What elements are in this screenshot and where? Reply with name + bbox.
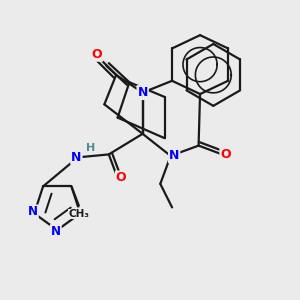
Text: O: O [220,148,231,161]
Text: N: N [28,206,38,218]
Text: N: N [71,151,82,164]
Text: S: S [76,208,85,221]
Text: N: N [51,225,61,238]
Text: N: N [137,86,148,99]
Text: H: H [85,143,95,153]
Text: N: N [169,149,179,162]
Text: O: O [92,48,102,61]
Text: O: O [116,172,127,184]
Text: CH₃: CH₃ [68,209,89,219]
